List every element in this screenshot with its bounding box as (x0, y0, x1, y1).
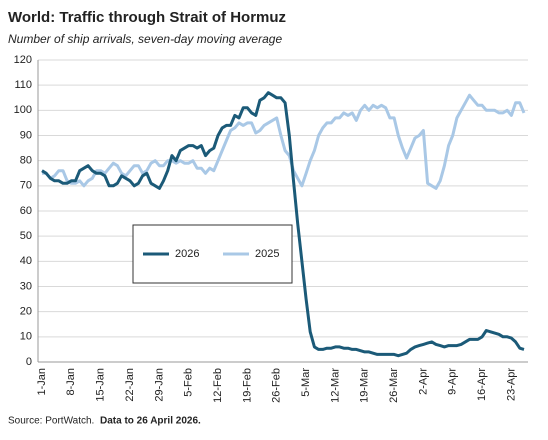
line (41, 91, 525, 358)
x-tick-label: 8-Jan (65, 368, 77, 396)
x-tick-label: 26-Mar (388, 368, 400, 403)
x-tick-label: 12-Feb (212, 368, 224, 403)
x-tick-label: 22-Jan (124, 368, 136, 402)
y-tick-label: 80 (20, 155, 32, 167)
chart-subtitle: Number of ship arrivals, seven-day movin… (8, 32, 282, 46)
y-tick-label: 0 (26, 356, 32, 368)
x-tick-label: 29-Jan (153, 368, 165, 402)
x-tick-label: 19-Mar (359, 368, 371, 403)
y-tick-label: 40 (20, 255, 32, 267)
x-tick-label: 12-Mar (329, 368, 341, 403)
y-tick-label: 60 (20, 205, 32, 217)
legend-label: 2026 (175, 248, 199, 260)
y-tick-label: 50 (20, 230, 32, 242)
y-tick-label: 10 (20, 331, 32, 343)
y-tick-label: 120 (14, 54, 32, 66)
y-tick-label: 90 (20, 129, 32, 141)
x-tick-label: 15-Jan (95, 368, 107, 402)
y-tick-label: 30 (20, 280, 32, 292)
x-tick-label: 16-Apr (476, 368, 488, 401)
x-tick-label: 5-Mar (300, 368, 312, 397)
legend-label: 2025 (255, 248, 279, 260)
x-tick-label: 26-Feb (271, 368, 283, 403)
x-tick-label: 2-Apr (417, 368, 429, 395)
x-tick-label: 9-Apr (447, 368, 459, 395)
note: Data to 26 April 2026. (100, 416, 201, 427)
x-tick-label: 1-Jan (36, 368, 48, 396)
x-tick-label: 19-Feb (241, 368, 253, 403)
x-tick-label: 5-Feb (183, 368, 195, 397)
y-tick-label: 70 (20, 180, 32, 192)
source: Source: PortWatch. (8, 416, 94, 427)
chart-title: World: Traffic through Strait of Hormuz (8, 9, 286, 26)
y-tick-label: 20 (20, 306, 32, 318)
y-tick-label: 100 (14, 104, 32, 116)
line (42, 93, 526, 190)
y-tick-label: 110 (14, 79, 32, 91)
x-tick-label: 23-Apr (505, 368, 517, 401)
